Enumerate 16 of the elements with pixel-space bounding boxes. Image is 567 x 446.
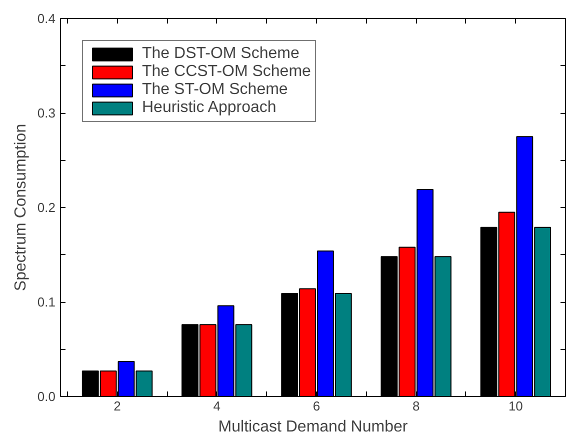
x-tick-label: 10 <box>508 398 523 414</box>
x-tick-label: 2 <box>114 398 121 414</box>
y-tick-label: 0.4 <box>37 11 56 26</box>
x-tick-label: 4 <box>213 398 220 414</box>
legend-label: The ST-OM Scheme <box>142 81 288 99</box>
legend-label: The CCST-OM Scheme <box>142 63 311 81</box>
y-tick-label: 0.1 <box>37 294 56 310</box>
y-tick-label: 0.3 <box>37 106 56 120</box>
y-axis-title: Spectrum Consumption <box>12 124 30 292</box>
x-axis-title: Multicast Demand Number <box>218 418 408 436</box>
x-tick-label: 6 <box>312 398 320 414</box>
legend-label: Heuristic Approach <box>142 99 276 117</box>
y-tick-label: 0.2 <box>37 200 56 215</box>
legend-label: The DST-OM Scheme <box>142 45 300 63</box>
text: 0.0 <box>37 389 56 404</box>
x-tick-label: 8 <box>412 398 420 414</box>
